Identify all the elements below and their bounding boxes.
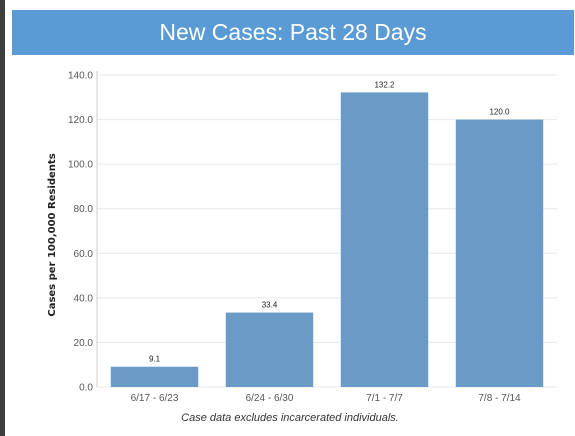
x-tick-label: 7/1 - 7/7 <box>366 393 403 404</box>
y-tick-label: 60.0 <box>74 249 94 260</box>
bar <box>110 366 199 387</box>
bar <box>340 92 429 387</box>
title-bar: New Cases: Past 28 Days <box>12 10 574 55</box>
y-axis-title: Cases per 100,000 Residents <box>47 153 58 316</box>
y-tick-label: 0.0 <box>79 383 93 394</box>
bar-chart: 0.0 20.0 40.0 60.0 80.0 100.0 120.0 140.0 Cases … <box>47 71 557 404</box>
y-tick-label: 40.0 <box>74 293 94 304</box>
footnote: Case data excludes incarcerated individu… <box>181 412 399 424</box>
y-tick-label: 120.0 <box>68 115 93 126</box>
data-label: 9.1 <box>149 355 161 364</box>
y-tick-label: 80.0 <box>74 204 94 215</box>
data-label: 120.0 <box>489 108 510 117</box>
x-tick-label: 7/8 - 7/14 <box>478 393 521 404</box>
data-label: 132.2 <box>374 80 395 89</box>
bar <box>225 312 314 387</box>
y-tick-label: 20.0 <box>74 338 94 349</box>
y-tick-label: 100.0 <box>68 160 93 171</box>
data-label: 33.4 <box>262 301 278 310</box>
x-tick-label: 6/17 - 6/23 <box>131 393 179 404</box>
chart-panel: New Cases: Past 28 Days 0.0 20.0 40.0 60.0 8… <box>5 0 575 436</box>
bar <box>455 119 544 388</box>
chart-title: New Cases: Past 28 Days <box>159 19 427 45</box>
y-tick-label: 140.0 <box>68 71 93 82</box>
x-tick-label: 6/24 - 6/30 <box>246 393 294 404</box>
